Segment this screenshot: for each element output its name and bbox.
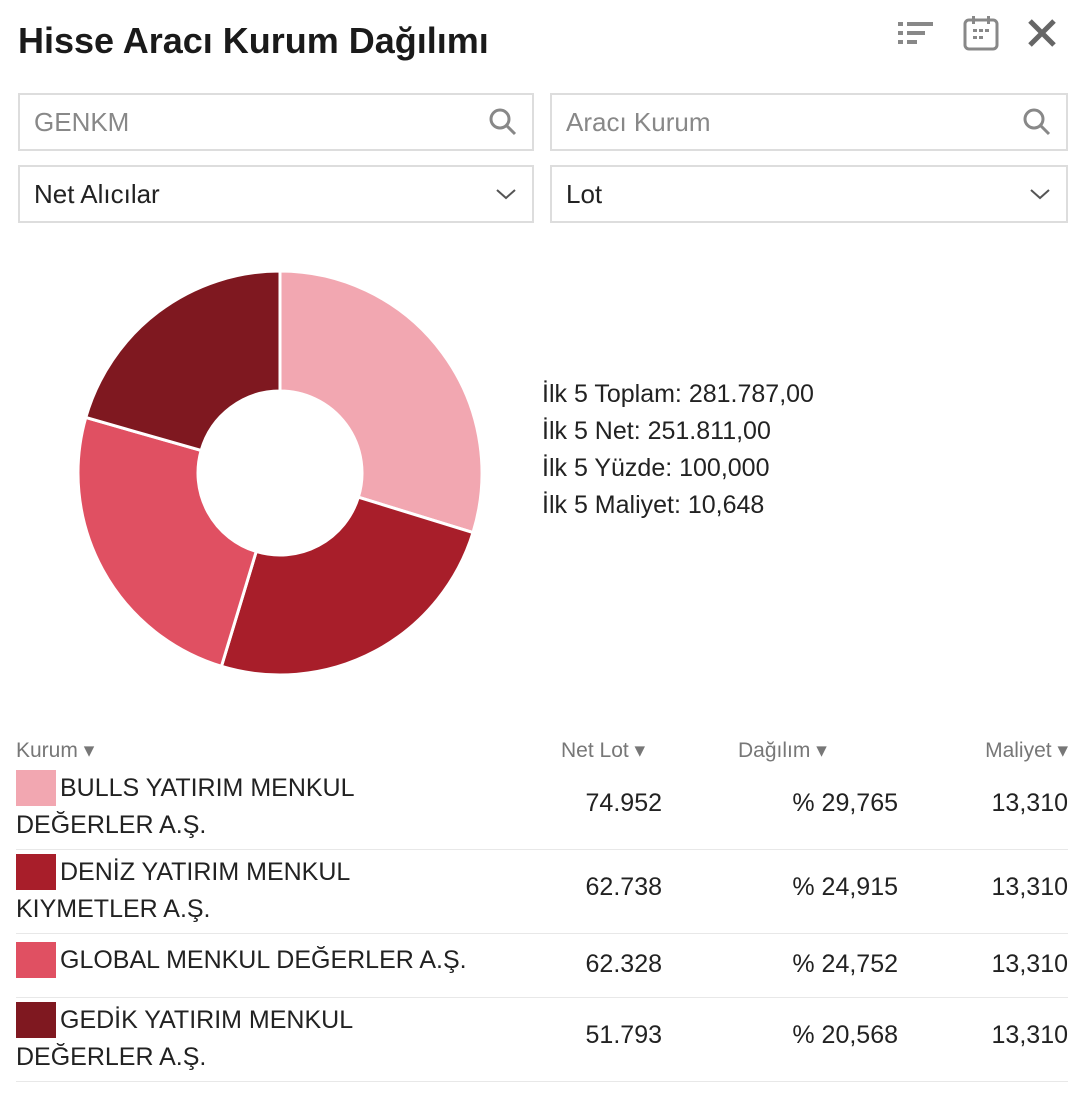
- distribution: % 29,765: [792, 789, 898, 817]
- net-lot: 74.952: [585, 789, 662, 817]
- broker-name: GEDİK YATIRIM MENKUL DEĞERLER A.Ş.: [16, 1002, 486, 1076]
- cost: 13,310: [991, 950, 1068, 978]
- stat-net: İlk 5 Net: 251.811,00: [542, 417, 771, 445]
- header-net-lot[interactable]: Net Lot ▾: [561, 739, 646, 762]
- net-lot: 51.793: [585, 1021, 662, 1049]
- broker-search-input[interactable]: Aracı Kurum: [550, 93, 1068, 151]
- header-maliyet[interactable]: Maliyet ▾: [985, 739, 1068, 762]
- color-swatch: [16, 770, 56, 806]
- sort-list-icon[interactable]: [896, 18, 936, 48]
- chevron-down-icon: [1030, 189, 1050, 200]
- table-row[interactable]: GLOBAL MENKUL DEĞERLER A.Ş. 62.328 % 24,…: [16, 934, 1068, 998]
- close-icon[interactable]: [1026, 17, 1058, 49]
- side-select[interactable]: Net Alıcılar: [18, 165, 534, 223]
- donut-slice[interactable]: [219, 495, 475, 677]
- chevron-down-icon: [496, 189, 516, 200]
- cost: 13,310: [991, 1021, 1068, 1049]
- search-icon: [489, 108, 517, 136]
- distribution: % 24,752: [792, 950, 898, 978]
- donut-slice[interactable]: [278, 269, 484, 535]
- header-dagilim[interactable]: Dağılım ▾: [738, 739, 827, 762]
- distribution: % 20,568: [792, 1021, 898, 1049]
- stat-total: İlk 5 Toplam: 281.787,00: [542, 380, 814, 408]
- color-swatch: [16, 942, 56, 978]
- donut-slice[interactable]: [84, 269, 282, 452]
- donut-chart: [76, 269, 484, 677]
- cost: 13,310: [991, 873, 1068, 901]
- broker-name: GLOBAL MENKUL DEĞERLER A.Ş.: [16, 942, 486, 979]
- table-row[interactable]: BULLS YATIRIM MENKUL DEĞERLER A.Ş. 74.95…: [16, 766, 1068, 850]
- unit-select[interactable]: Lot: [550, 165, 1068, 223]
- symbol-search-input[interactable]: GENKM: [18, 93, 534, 151]
- distribution: % 24,915: [792, 873, 898, 901]
- broker-name: DENİZ YATIRIM MENKUL KIYMETLER A.Ş.: [16, 854, 486, 928]
- header-kurum[interactable]: Kurum ▾: [16, 739, 95, 762]
- stat-percent: İlk 5 Yüzde: 100,000: [542, 454, 770, 482]
- page-title: Hisse Aracı Kurum Dağılımı: [18, 20, 489, 61]
- color-swatch: [16, 854, 56, 890]
- stat-cost: İlk 5 Maliyet: 10,648: [542, 491, 765, 519]
- broker-name: BULLS YATIRIM MENKUL DEĞERLER A.Ş.: [16, 770, 486, 844]
- cost: 13,310: [991, 789, 1068, 817]
- table-header: Kurum ▾ Net Lot ▾ Dağılım ▾ Maliyet ▾: [16, 738, 1068, 766]
- summary-stats: İlk 5 Toplam: 281.787,00 İlk 5 Net: 251.…: [542, 376, 814, 524]
- net-lot: 62.738: [585, 873, 662, 901]
- net-lot: 62.328: [585, 950, 662, 978]
- color-swatch: [16, 1002, 56, 1038]
- table-row[interactable]: GEDİK YATIRIM MENKUL DEĞERLER A.Ş. 51.79…: [16, 998, 1068, 1082]
- donut-slice[interactable]: [76, 415, 258, 668]
- table-row[interactable]: DENİZ YATIRIM MENKUL KIYMETLER A.Ş. 62.7…: [16, 850, 1068, 934]
- search-icon: [1023, 108, 1051, 136]
- calendar-icon[interactable]: [962, 14, 1000, 52]
